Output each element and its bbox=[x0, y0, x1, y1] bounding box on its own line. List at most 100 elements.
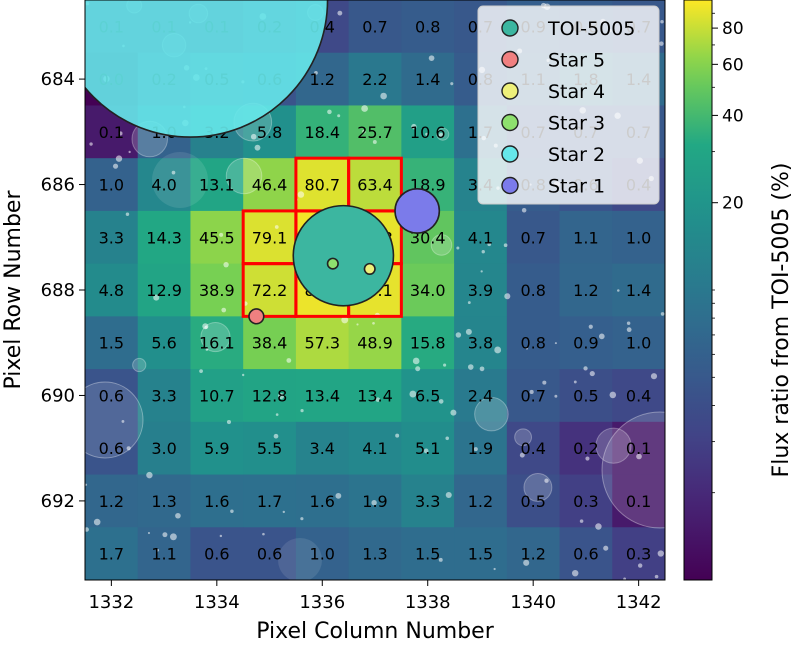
heatmap-cell bbox=[348, 369, 402, 423]
cell-value-label: 5.9 bbox=[204, 439, 229, 458]
cell-value-label: 1.1 bbox=[573, 228, 598, 247]
cell-value-label: 13.1 bbox=[199, 176, 235, 195]
heatmap-cell bbox=[559, 527, 613, 580]
heatmap-cell bbox=[85, 474, 139, 528]
bubble bbox=[525, 347, 529, 350]
bubble bbox=[465, 328, 472, 335]
bubble bbox=[554, 342, 557, 345]
bubble bbox=[128, 150, 131, 154]
cell-value-label: 1.6 bbox=[204, 492, 229, 511]
heatmap-cell bbox=[612, 421, 665, 476]
x-tick-label: 1342 bbox=[616, 592, 662, 613]
bubble bbox=[445, 491, 452, 499]
cell-value-label: 10.6 bbox=[410, 123, 446, 142]
cell-value-label: 1.3 bbox=[362, 545, 387, 564]
heatmap-cell bbox=[612, 210, 665, 265]
bubble bbox=[223, 261, 229, 268]
heatmap-cell bbox=[454, 316, 508, 370]
cell-value-label: 0.6 bbox=[99, 386, 124, 405]
bubble bbox=[162, 532, 168, 538]
y-tick-label: 688 bbox=[41, 280, 75, 301]
x-axis-label: Pixel Column Number bbox=[256, 619, 494, 644]
heatmap-cell bbox=[295, 421, 350, 476]
bubble bbox=[199, 369, 203, 374]
bubble bbox=[241, 373, 245, 377]
cell-value-label: 0.5 bbox=[573, 386, 598, 405]
legend-label: Star 3 bbox=[548, 113, 605, 135]
heatmap-cell bbox=[348, 52, 402, 106]
cell-value-label: 57.3 bbox=[304, 334, 340, 353]
cell-value-label: 4.1 bbox=[468, 228, 493, 247]
legend-label: Star 4 bbox=[548, 81, 605, 103]
bubble bbox=[467, 301, 471, 305]
heatmap-cell bbox=[612, 527, 665, 580]
heatmap-cell bbox=[454, 369, 508, 423]
bubble bbox=[337, 114, 341, 118]
cell-value-label: 18.4 bbox=[304, 123, 340, 142]
cell-value-label: 1.9 bbox=[362, 492, 387, 511]
cell-value-label: 0.9 bbox=[573, 334, 598, 353]
heatmap-cell bbox=[454, 474, 508, 528]
heatmap-cell bbox=[137, 263, 191, 317]
heatmap-cell bbox=[506, 474, 561, 528]
cell-value-label: 16.1 bbox=[199, 334, 235, 353]
heatmap-cell bbox=[190, 421, 244, 476]
bubble bbox=[654, 574, 659, 579]
heatmap-cell bbox=[559, 421, 613, 476]
heatmap-cell bbox=[559, 474, 613, 528]
legend-label: Star 2 bbox=[548, 144, 605, 166]
bubble bbox=[371, 499, 377, 506]
cell-value-label: 13.4 bbox=[304, 386, 340, 405]
cell-value-label: 1.4 bbox=[626, 281, 651, 300]
cell-value-label: 0.4 bbox=[520, 439, 545, 458]
legend-label: Star 1 bbox=[548, 176, 605, 198]
bubble bbox=[474, 396, 509, 432]
bubble bbox=[585, 456, 590, 461]
cell-value-label: 1.5 bbox=[468, 545, 493, 564]
cell-value-label: 0.3 bbox=[573, 492, 598, 511]
heatmap-cell bbox=[295, 369, 350, 423]
bubble bbox=[297, 191, 305, 198]
bubble bbox=[254, 144, 261, 151]
cell-value-label: 38.9 bbox=[199, 281, 235, 300]
star-marker bbox=[85, 0, 329, 138]
y-tick-label: 684 bbox=[41, 69, 75, 90]
cell-value-label: 3.4 bbox=[310, 439, 335, 458]
bubble bbox=[445, 436, 450, 441]
heatmap-cell bbox=[243, 263, 297, 317]
bubble bbox=[523, 472, 553, 502]
bubble bbox=[637, 563, 643, 568]
heatmap-cell bbox=[401, 0, 455, 54]
heatmap-cell bbox=[454, 421, 508, 476]
cell-value-label: 4.8 bbox=[99, 281, 124, 300]
heatmap-cell bbox=[401, 421, 455, 476]
y-tick-label: 690 bbox=[41, 385, 75, 406]
bubble bbox=[115, 155, 123, 162]
heatmap-cell bbox=[401, 263, 455, 317]
cell-value-label: 34.0 bbox=[410, 281, 446, 300]
heatmap-cell bbox=[137, 210, 191, 265]
cell-value-label: 3.3 bbox=[415, 492, 440, 511]
bubble bbox=[623, 577, 627, 580]
bubble bbox=[175, 512, 181, 519]
bubble bbox=[225, 157, 263, 195]
heatmap-cell bbox=[243, 210, 297, 265]
bubble bbox=[361, 105, 368, 112]
bubble bbox=[146, 471, 153, 479]
bubble bbox=[362, 129, 366, 134]
bubble bbox=[660, 312, 665, 316]
bubble bbox=[327, 109, 332, 115]
cell-value-label: 1.2 bbox=[99, 492, 124, 511]
bubble bbox=[657, 550, 664, 557]
heatmap-cell bbox=[612, 316, 665, 370]
cell-value-label: 1.5 bbox=[99, 334, 124, 353]
cell-value-label: 3.3 bbox=[151, 386, 176, 405]
legend-label: TOI-5005 bbox=[547, 18, 635, 40]
heatmap-cell bbox=[506, 527, 561, 580]
bubble bbox=[412, 357, 420, 365]
cell-value-label: 2.2 bbox=[362, 70, 387, 89]
cell-value-label: 0.7 bbox=[362, 17, 387, 36]
cell-value-label: 46.4 bbox=[252, 176, 288, 195]
bubble bbox=[571, 569, 579, 577]
star-marker bbox=[292, 204, 395, 307]
